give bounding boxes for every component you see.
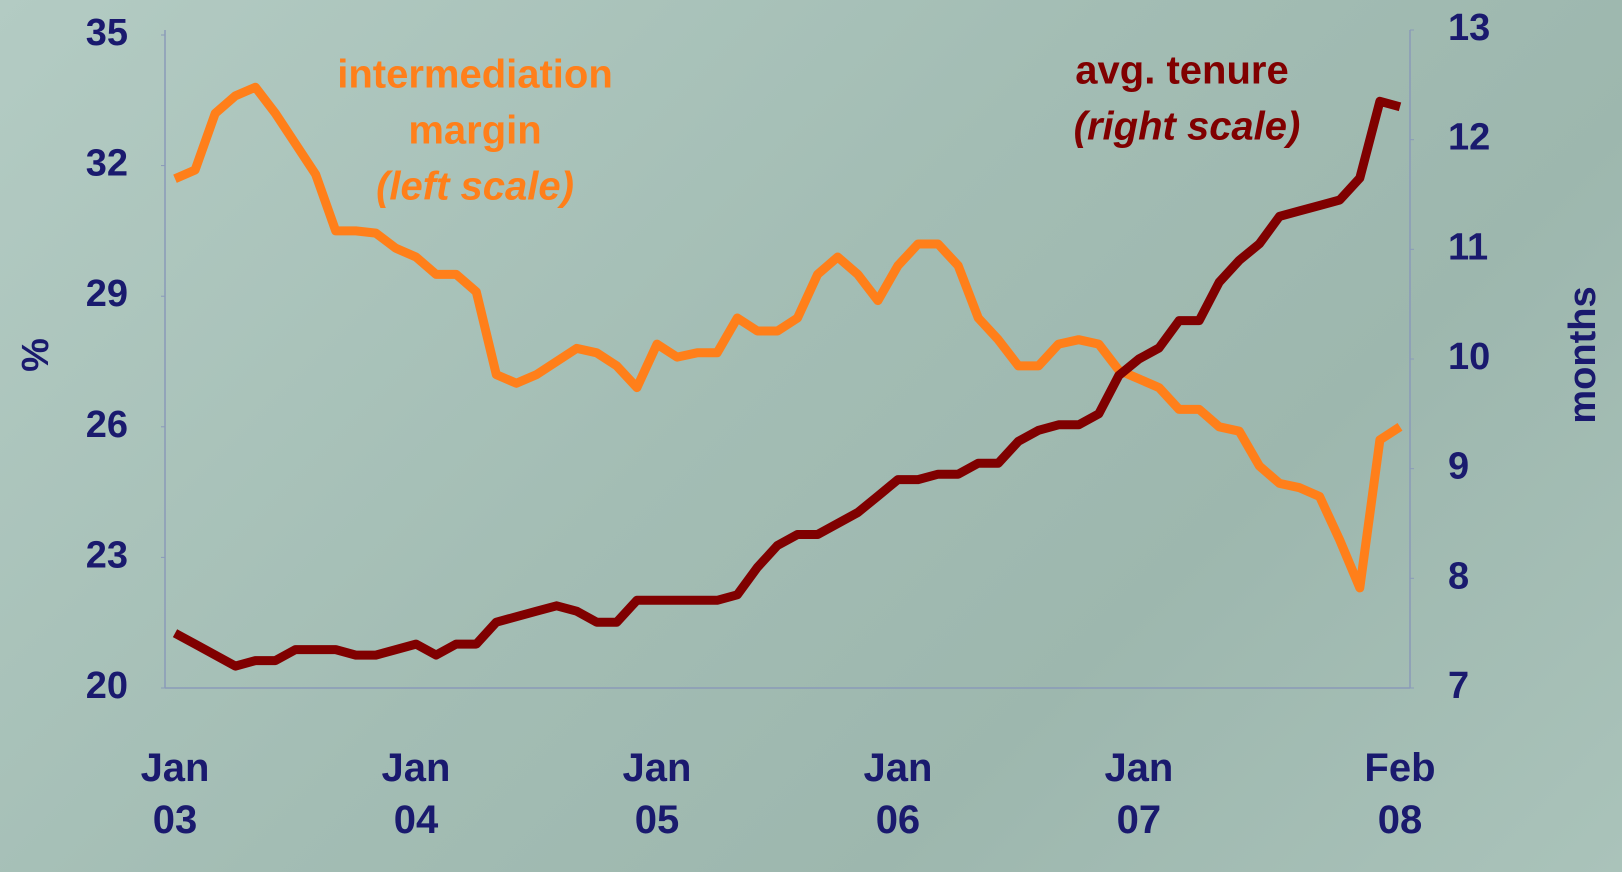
y-tick-label: 23 bbox=[86, 534, 128, 576]
y-tick-label: 32 bbox=[86, 143, 128, 185]
y2-tick-label: 12 bbox=[1448, 117, 1490, 159]
x-tick-label: Jan 06 bbox=[843, 742, 953, 846]
y-axis-label: % bbox=[15, 338, 57, 372]
series-line bbox=[175, 87, 1400, 588]
x-tick-label: Jan 03 bbox=[120, 742, 230, 846]
y2-tick-label: 7 bbox=[1448, 665, 1469, 707]
series-line bbox=[175, 101, 1400, 666]
y2-tick-label: 8 bbox=[1448, 555, 1469, 597]
x-tick-label: Jan 04 bbox=[361, 742, 471, 846]
annotation: (right scale) bbox=[1074, 105, 1301, 149]
annotation: intermediation bbox=[337, 53, 613, 97]
chart: % months 20 23 26 29 32 35 7 8 9 10 11 12 13 intermed… bbox=[0, 0, 1622, 872]
y-tick-label: 35 bbox=[86, 12, 128, 54]
y-tick-label: 29 bbox=[86, 273, 128, 315]
annotation: margin bbox=[408, 109, 541, 153]
annotation: avg. tenure bbox=[1075, 49, 1288, 93]
y2-tick-label: 13 bbox=[1448, 7, 1490, 49]
y2-tick-label: 10 bbox=[1448, 336, 1490, 378]
y-tick-label: 26 bbox=[86, 404, 128, 446]
x-tick-label: Feb 08 bbox=[1345, 742, 1455, 846]
y2-tick-label: 9 bbox=[1448, 446, 1469, 488]
annotation: (left scale) bbox=[376, 165, 574, 209]
x-tick-label: Jan 07 bbox=[1084, 742, 1194, 846]
x-tick-label: Jan 05 bbox=[602, 742, 712, 846]
y2-axis-label: months bbox=[1562, 286, 1604, 423]
y-tick-label: 20 bbox=[86, 665, 128, 707]
y2-tick-label: 11 bbox=[1448, 226, 1488, 268]
